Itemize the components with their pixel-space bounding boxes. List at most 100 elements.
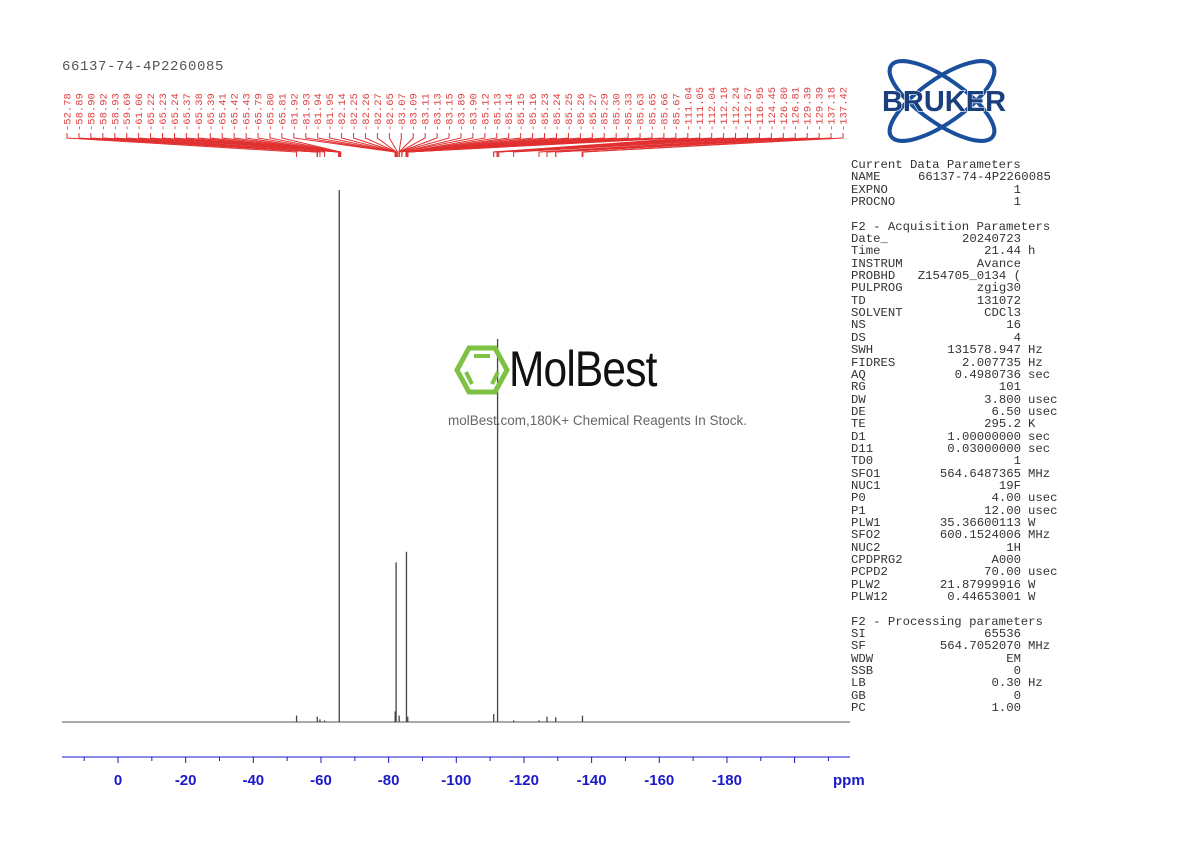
peak-label-connector xyxy=(376,133,397,157)
parameter-value: 4.00 xyxy=(991,491,1021,506)
parameter-label: PLW1 xyxy=(851,515,881,530)
parameter-value: 12.00 xyxy=(984,503,1021,518)
parameter-row: WDW EM xyxy=(851,652,1071,665)
peak-label: -129.39 xyxy=(803,87,815,131)
parameter-unit: usec xyxy=(1028,565,1058,580)
peak-label: -112.18 xyxy=(719,87,731,131)
parameter-value: 4 xyxy=(1013,330,1021,345)
parameter-row: Date_ 20240723 xyxy=(851,232,1071,247)
parameter-row: EXPNO 1 xyxy=(851,182,1071,197)
peak-label-connector xyxy=(329,133,396,157)
parameter-label: NAME xyxy=(851,170,881,185)
parameter-label: SFO1 xyxy=(851,466,881,481)
peak-label: -85.24 xyxy=(552,93,564,131)
parameter-row: NAME 66137-74-4P2260085 xyxy=(851,170,1071,185)
parameter-row: SFO2 600.1524006 MHz xyxy=(851,528,1071,543)
benzene-hexagon-icon xyxy=(454,345,510,395)
parameter-label: SWH xyxy=(851,343,874,358)
peak-label: -81.95 xyxy=(325,93,337,131)
parameter-value: 70.00 xyxy=(984,565,1021,580)
x-tick-label: -20 xyxy=(175,772,197,789)
peak-label: -81.92 xyxy=(289,93,301,131)
parameter-row: PROCNO 1 xyxy=(851,196,1071,209)
parameter-label: D11 xyxy=(851,441,874,456)
parameter-label: EXPNO xyxy=(851,182,888,197)
parameter-label: PCPD2 xyxy=(851,565,888,580)
parameter-unit: Hz xyxy=(1028,343,1043,358)
parameter-value: 295.2 xyxy=(984,417,1021,432)
parameter-value: 6.50 xyxy=(991,404,1021,419)
peak-label: -65.79 xyxy=(254,93,266,131)
peak-label-connector xyxy=(401,133,474,157)
parameter-value: 2.007735 xyxy=(961,355,1021,370)
peak-label: -65.81 xyxy=(277,93,289,131)
peak-label: -65.80 xyxy=(265,93,277,131)
parameter-unit: MHz xyxy=(1028,528,1051,543)
parameter-unit: sec xyxy=(1028,441,1051,456)
parameter-section: F2 - Processing parameters SI 65536 SF 564.7… xyxy=(851,614,1071,714)
parameter-value: CDCl3 xyxy=(984,306,1021,321)
peak-label-connector xyxy=(138,133,326,157)
peak-label: -85.14 xyxy=(504,93,516,131)
parameter-value: 21.87999916 xyxy=(939,577,1021,592)
parameter-unit: W xyxy=(1028,590,1036,605)
parameter-row: PROBHD Z154705_0134 ( xyxy=(851,270,1071,283)
x-tick-label: -80 xyxy=(378,772,400,789)
peak-label: -111.05 xyxy=(695,87,707,131)
parameter-value: 0 xyxy=(1013,688,1021,703)
peak-label: -82.26 xyxy=(361,93,373,131)
acquisition-parameters-panel: Current Data Parameters NAME 66137-74-4P22… xyxy=(851,159,1071,727)
parameter-value: 20240723 xyxy=(961,232,1021,247)
parameter-unit: sec xyxy=(1028,367,1051,382)
peak-label: -81.93 xyxy=(301,93,313,131)
peak-label: -58.92 xyxy=(98,93,110,131)
parameter-label: PLW2 xyxy=(851,577,881,592)
peak-label: -116.95 xyxy=(755,87,767,131)
parameter-row: DW 3.800 usec xyxy=(851,392,1071,407)
x-axis-unit: ppm xyxy=(833,772,865,789)
parameter-section-heading: F2 - Processing parameters xyxy=(851,614,1043,629)
parameter-unit: usec xyxy=(1028,404,1058,419)
peak-label: -61.06 xyxy=(134,93,146,131)
x-tick-label: -40 xyxy=(242,772,264,789)
parameter-label: NS xyxy=(851,318,866,333)
peak-label: -81.94 xyxy=(313,93,325,131)
parameter-label: SOLVENT xyxy=(851,306,903,321)
parameter-label: INSTRUM xyxy=(851,256,903,271)
peak-label-connector xyxy=(126,133,321,157)
parameter-label: SFO2 xyxy=(851,528,881,543)
peak-label: -65.38 xyxy=(194,93,206,131)
peak-labels: -52.78 -58.89 -58.90 -58.92 -58.93 -59.69 -61.… xyxy=(63,87,851,157)
parameter-label: NUC1 xyxy=(851,478,881,493)
peak-label: -126.80 xyxy=(779,87,791,131)
peak-label: -85.23 xyxy=(540,93,552,131)
peak-label: -85.26 xyxy=(576,93,588,131)
parameter-value: 35.36600113 xyxy=(939,515,1021,530)
parameter-row: CPDPRG2 A000 xyxy=(851,553,1071,567)
parameter-value: 3.800 xyxy=(984,392,1021,407)
parameter-label: Date_ xyxy=(851,232,888,247)
x-tick-label: -180 xyxy=(712,772,742,789)
parameter-label: D1 xyxy=(851,429,866,444)
parameter-row: TE 295.2 K xyxy=(851,417,1071,432)
parameter-unit: K xyxy=(1028,417,1036,432)
parameter-value: 1 xyxy=(1013,182,1021,197)
parameter-row: SFO1 564.6487365 MHz xyxy=(851,466,1071,481)
parameter-value: zgig30 xyxy=(976,281,1021,296)
peak-label-connector xyxy=(407,133,677,157)
parameter-label: TD xyxy=(851,293,866,308)
peak-label: -65.22 xyxy=(146,93,158,131)
parameter-row: P1 12.00 usec xyxy=(851,503,1071,518)
parameter-label: TE xyxy=(851,417,866,432)
parameter-value: 0.30 xyxy=(991,676,1021,691)
parameter-value: 131578.947 xyxy=(947,343,1021,358)
peak-label: -83.15 xyxy=(445,93,457,131)
peak-label: -82.14 xyxy=(337,93,349,131)
peak-label: -82.27 xyxy=(373,93,385,131)
peak-label-connector xyxy=(538,133,772,157)
parameter-label: CPDPRG2 xyxy=(851,553,903,567)
parameter-label: SSB xyxy=(851,664,874,679)
parameter-unit: usec xyxy=(1028,503,1058,518)
x-tick-label: -160 xyxy=(644,772,674,789)
parameter-value: 21.44 xyxy=(984,244,1021,259)
